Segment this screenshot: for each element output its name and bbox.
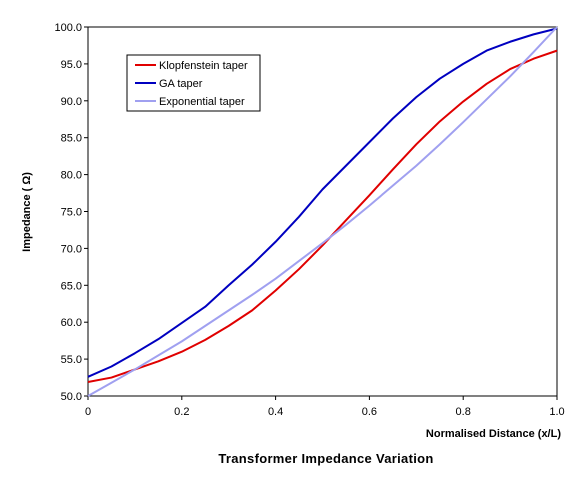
y-tick-label: 50.0 bbox=[61, 391, 82, 403]
y-tick-label: 85.0 bbox=[61, 133, 82, 145]
x-tick-label: 1.0 bbox=[549, 406, 564, 418]
legend: Klopfenstein taper GA taper Exponential … bbox=[126, 54, 261, 112]
x-tick-label: 0.6 bbox=[362, 406, 377, 418]
y-tick-label: 100.0 bbox=[54, 22, 82, 34]
y-tick-label: 65.0 bbox=[61, 280, 82, 292]
legend-label-ga: GA taper bbox=[159, 78, 203, 90]
x-tick-label: 0 bbox=[85, 406, 91, 418]
y-axis-title: Impedance ( Ω) bbox=[21, 172, 33, 252]
series-line-exponential bbox=[87, 26, 558, 397]
y-tick-label: 55.0 bbox=[61, 354, 82, 366]
chart-title: Transformer Impedance Variation bbox=[218, 451, 433, 466]
y-axis: 50.0 55.0 60.0 65.0 70.0 75.0 80.0 85.0 90.0 95.0… bbox=[54, 22, 88, 403]
series-line-ga bbox=[87, 27, 558, 378]
y-tick-label: 75.0 bbox=[61, 207, 82, 219]
x-tick-label: 0.8 bbox=[456, 406, 471, 418]
y-tick-label: 70.0 bbox=[61, 243, 82, 255]
series-line-klopfenstein bbox=[87, 49, 558, 383]
y-tick-label: 80.0 bbox=[61, 170, 82, 182]
series-group bbox=[87, 26, 558, 397]
x-tick-label: 0.4 bbox=[268, 406, 283, 418]
y-tick-label: 90.0 bbox=[61, 96, 82, 108]
legend-label-klopfenstein: Klopfenstein taper bbox=[159, 60, 248, 72]
legend-label-exponential: Exponential taper bbox=[159, 96, 245, 108]
x-tick-label: 0.2 bbox=[174, 406, 189, 418]
y-tick-label: 95.0 bbox=[61, 59, 82, 71]
x-axis-title: Normalised Distance (x/L) bbox=[426, 428, 561, 440]
y-tick-label: 60.0 bbox=[61, 317, 82, 329]
x-axis: 0 0.2 0.4 0.6 0.8 1.0 bbox=[85, 396, 565, 418]
